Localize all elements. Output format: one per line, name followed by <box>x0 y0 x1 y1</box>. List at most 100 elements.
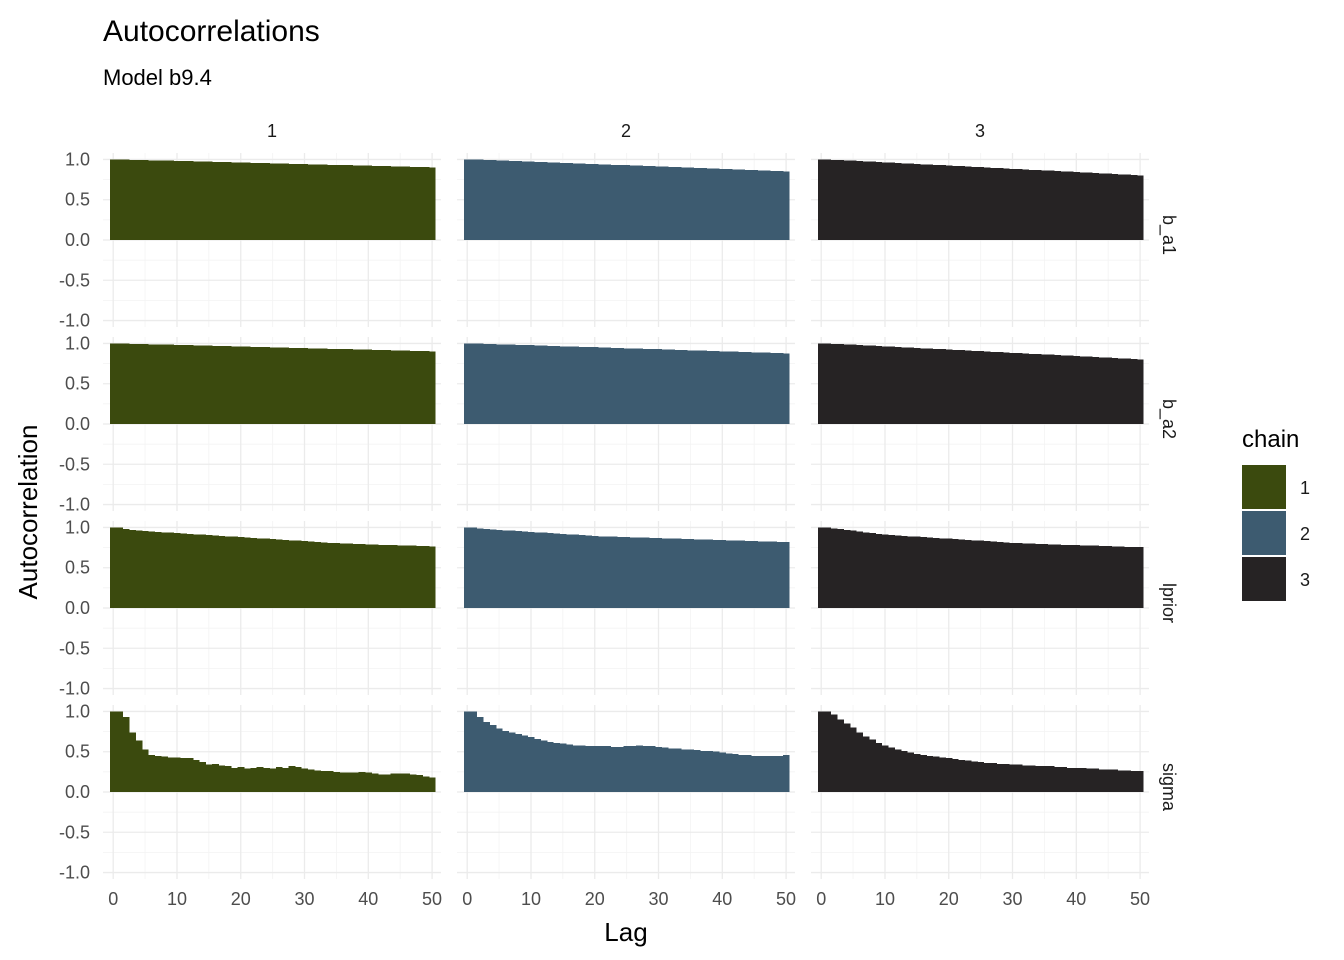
acf-bar <box>699 750 707 792</box>
acf-bar <box>384 166 392 240</box>
acf-bar <box>894 535 902 608</box>
acf-bar <box>744 540 752 608</box>
acf-bar <box>489 344 497 424</box>
acf-bar <box>585 746 592 792</box>
acf-bar <box>869 345 876 424</box>
acf-bar <box>553 162 561 240</box>
acf-bar <box>597 164 605 240</box>
acf-bar <box>390 545 398 608</box>
acf-bar <box>489 529 497 608</box>
acf-bar <box>243 346 251 424</box>
acf-bar <box>1124 546 1131 608</box>
acf-bar <box>597 536 605 608</box>
acf-bar <box>744 352 752 424</box>
acf-bar <box>129 732 136 792</box>
panel-b_a1-chain-3 <box>811 153 1149 327</box>
acf-bar <box>470 711 478 792</box>
acf-bar <box>116 159 124 240</box>
acf-bar <box>719 351 726 424</box>
acf-bar <box>314 770 321 792</box>
acf-bar <box>307 348 315 424</box>
acf-bar <box>384 544 392 608</box>
acf-bar <box>648 349 656 424</box>
acf-bar <box>397 350 404 424</box>
acf-bar <box>661 747 669 792</box>
acf-bar <box>629 537 637 608</box>
acf-bar <box>983 541 991 608</box>
acf-bar <box>1111 173 1119 240</box>
x-tick-label: 10 <box>167 889 187 909</box>
acf-bar <box>428 546 436 609</box>
acf-bar <box>559 162 567 240</box>
acf-bar <box>1130 771 1138 792</box>
acf-bar <box>307 541 315 608</box>
acf-bar <box>352 349 360 424</box>
acf-bar <box>951 165 959 240</box>
acf-bar <box>1034 354 1042 424</box>
acf-bar <box>1098 173 1106 240</box>
acf-bar <box>856 531 864 608</box>
acf-bar <box>384 350 392 424</box>
acf-bar <box>483 529 490 608</box>
acf-bar <box>464 711 471 792</box>
acf-bar <box>546 533 554 608</box>
panel-b_a1-chain-2 <box>457 153 795 327</box>
acf-bar <box>495 344 503 424</box>
acf-bar <box>250 537 258 608</box>
acf-bar <box>515 161 522 240</box>
acf-bar <box>731 754 739 792</box>
acf-bar <box>502 730 510 792</box>
acf-bar <box>990 167 997 240</box>
acf-bar <box>1105 173 1112 240</box>
acf-bar <box>502 344 510 424</box>
acf-bar <box>655 166 663 240</box>
acf-bar <box>1060 544 1068 608</box>
acf-bar <box>540 532 548 608</box>
acf-bar <box>572 534 580 608</box>
acf-bar <box>1073 172 1080 240</box>
acf-bar <box>416 775 423 792</box>
acf-bar <box>199 534 207 608</box>
acf-bar <box>476 159 484 240</box>
acf-bar <box>540 740 548 792</box>
acf-bar <box>830 528 838 608</box>
acf-bar <box>1053 767 1061 792</box>
y-axis-title: Autocorrelation <box>13 425 43 600</box>
acf-bar <box>1034 766 1042 792</box>
acf-bar <box>403 166 411 240</box>
acf-bar <box>668 166 675 240</box>
acf-bar <box>161 160 168 240</box>
acf-bar <box>629 348 637 424</box>
acf-bar <box>610 164 618 240</box>
acf-bar <box>559 743 567 792</box>
acf-bar <box>843 344 851 424</box>
x-tick-label: 0 <box>816 889 826 909</box>
y-tick-label: 0.5 <box>65 558 90 578</box>
acf-bar <box>122 717 130 792</box>
acf-bar <box>1105 546 1112 608</box>
acf-bar <box>288 540 296 608</box>
acf-bar <box>642 537 650 608</box>
acf-bar <box>776 353 784 424</box>
legend-title: chain <box>1242 426 1299 453</box>
acf-bar <box>224 536 232 608</box>
acf-bar <box>218 765 226 792</box>
acf-bar <box>521 161 529 240</box>
acf-bar <box>161 532 168 608</box>
acf-bar <box>623 348 631 424</box>
acf-bar <box>849 344 857 424</box>
acf-bar <box>476 343 484 424</box>
acf-bar <box>515 531 522 608</box>
acf-bar <box>534 161 541 240</box>
acf-bar <box>932 756 940 792</box>
legend-label: 2 <box>1300 524 1310 544</box>
acf-bar <box>358 771 366 792</box>
acf-bar <box>326 164 334 240</box>
acf-bar <box>875 533 883 608</box>
acf-bar <box>237 346 245 424</box>
acf-bar <box>275 767 283 792</box>
acf-bar <box>307 164 315 240</box>
legend-label: 1 <box>1300 478 1310 498</box>
acf-bar <box>314 164 321 240</box>
acf-bar <box>1028 353 1036 424</box>
